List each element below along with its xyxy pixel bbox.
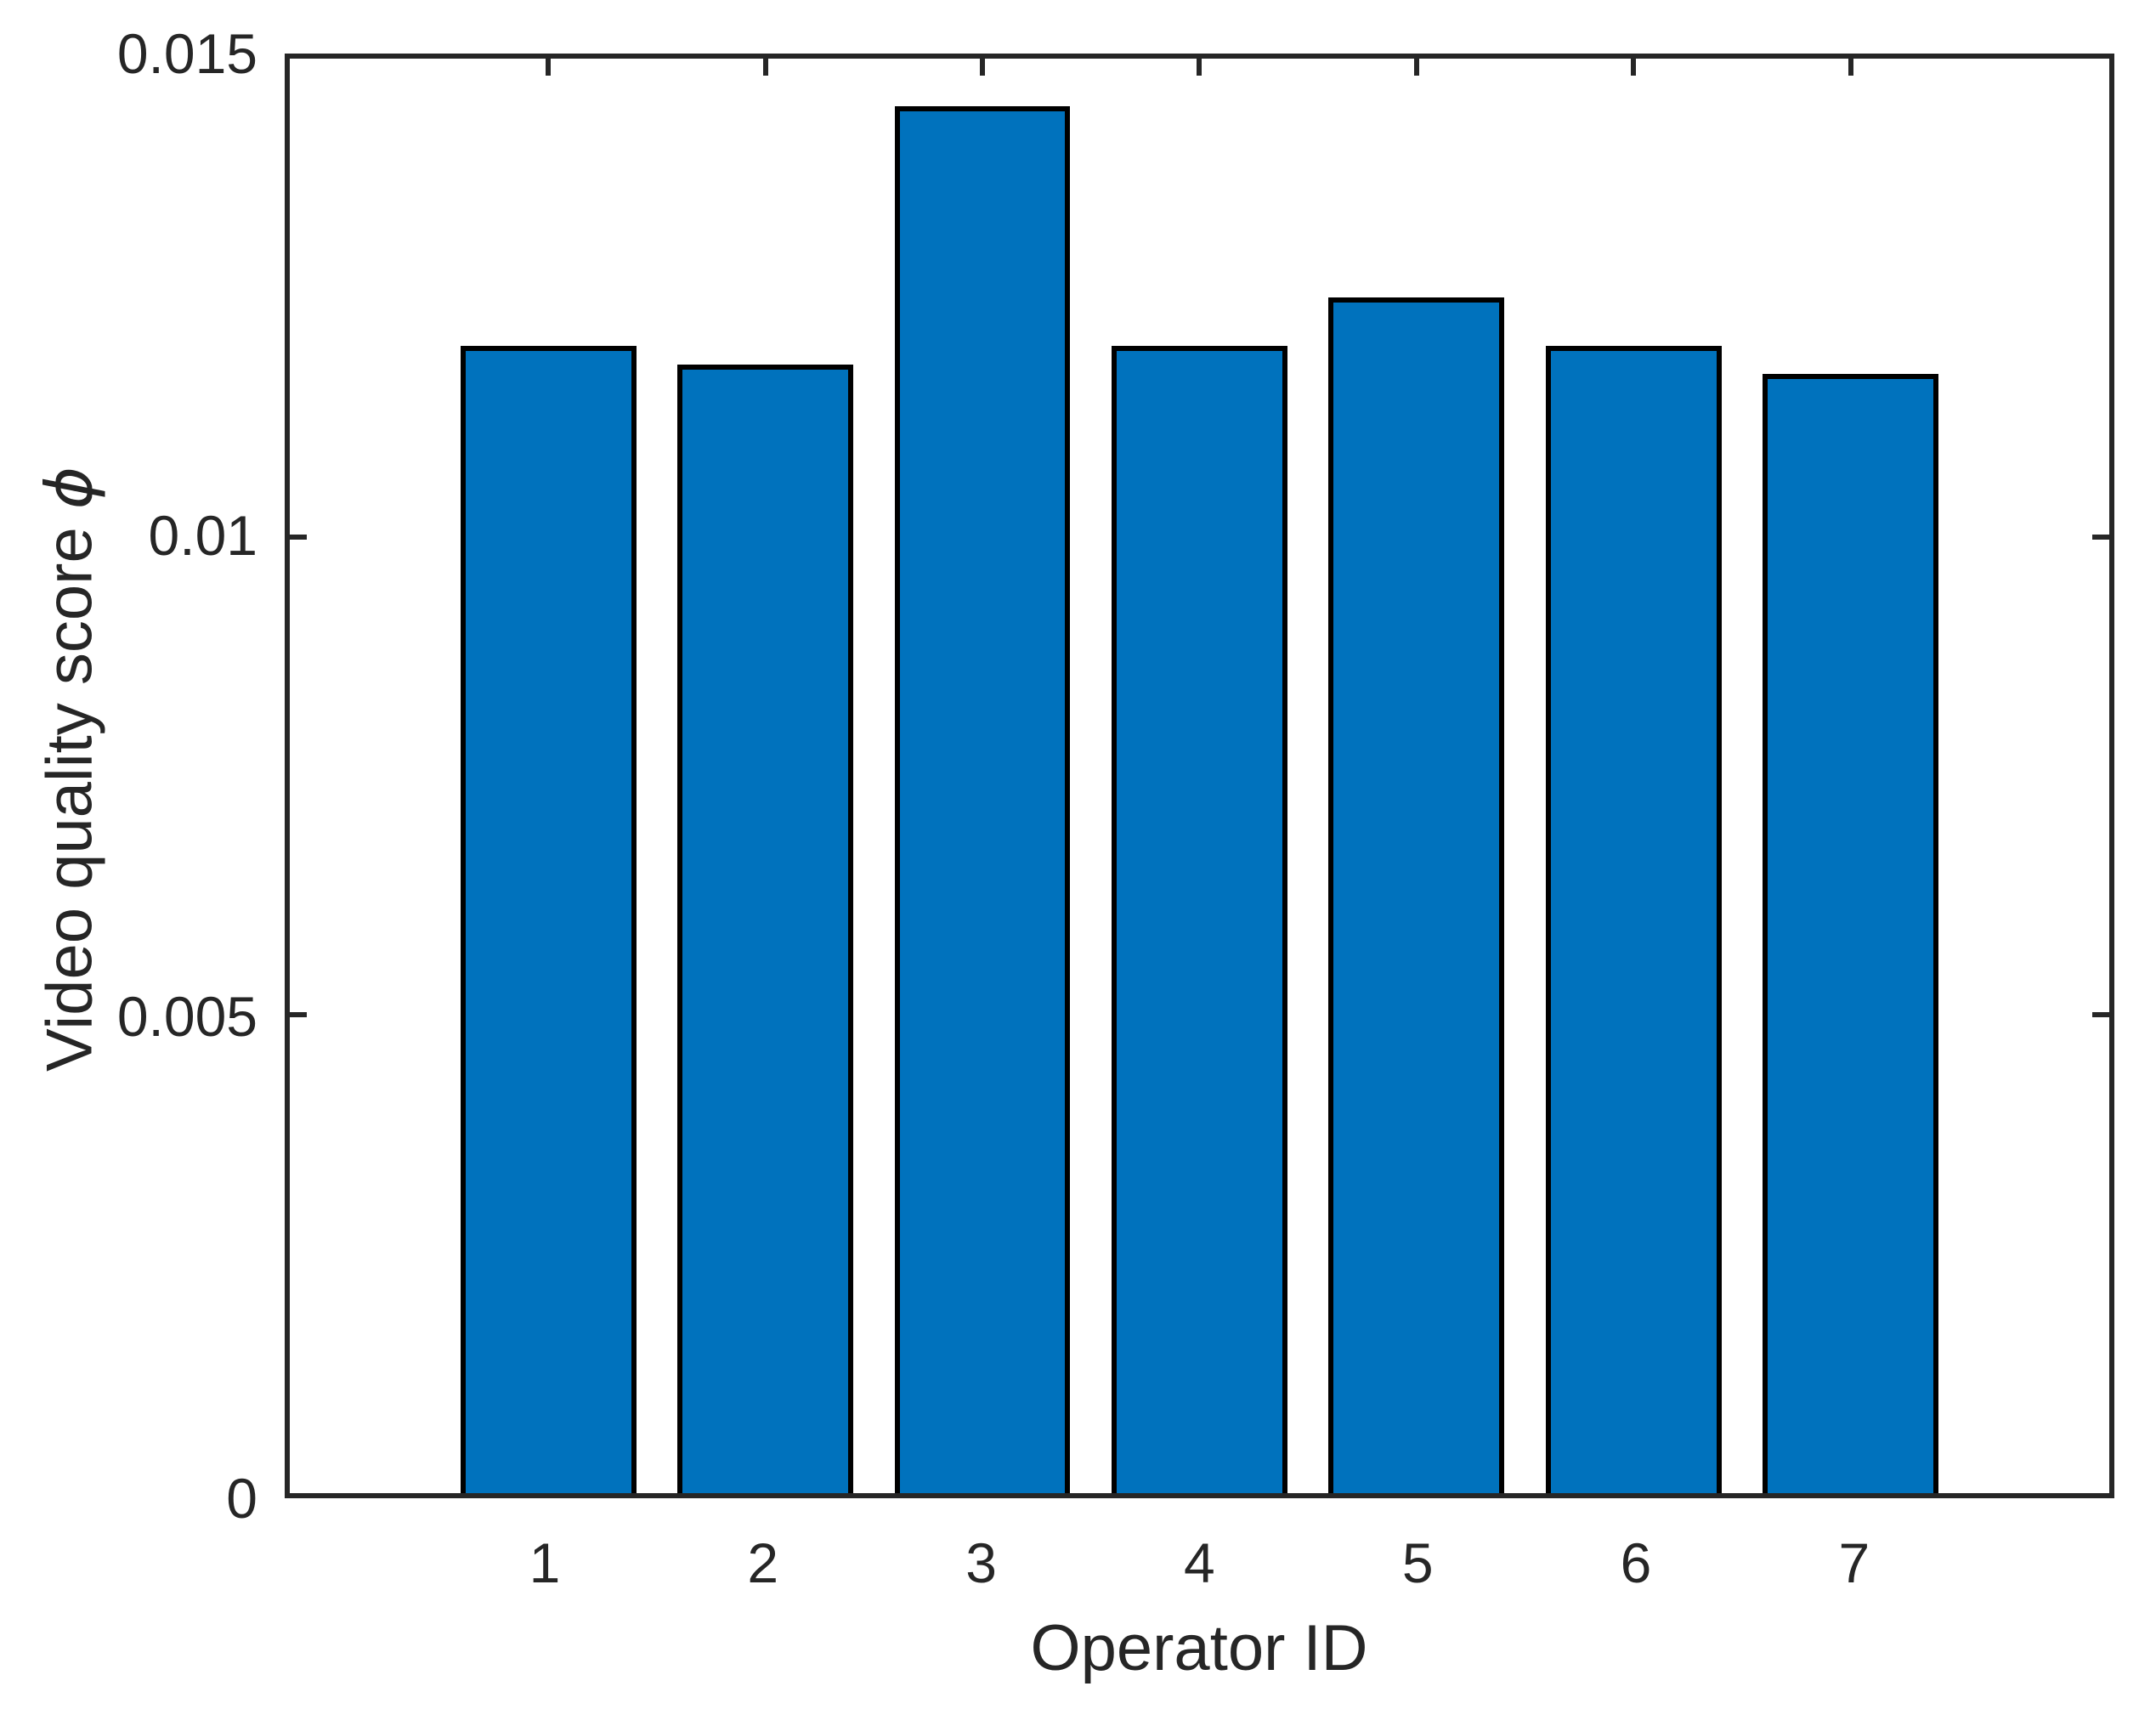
x-tick-top-5 <box>1413 59 1419 76</box>
bar-operator-5 <box>1328 297 1505 1493</box>
y-axis-title-text: Video quality score <box>33 509 106 1072</box>
y-tick-label-0.005: 0.005 <box>116 985 257 1049</box>
bar-operator-7 <box>1763 374 1938 1493</box>
x-tick-top-4 <box>1197 59 1202 76</box>
x-tick-top-1 <box>546 59 552 76</box>
y-axis-title: Video quality score ϕ <box>31 467 107 1072</box>
y-axis-tick-labels: 0 0.005 0.01 0.015 <box>0 25 257 1526</box>
y-tick-label-0.01: 0.01 <box>148 503 257 567</box>
bar-operator-4 <box>1111 345 1287 1493</box>
y-right-tick-0.005 <box>2092 1012 2109 1018</box>
x-axis-title: Operator ID <box>1030 1612 1368 1684</box>
x-tick-label-1: 1 <box>529 1531 561 1594</box>
y-left-tick-0.01 <box>290 534 307 540</box>
x-tick-label-4: 4 <box>1184 1531 1215 1594</box>
x-tick-top-2 <box>762 59 768 76</box>
x-tick-label-5: 5 <box>1401 1531 1434 1594</box>
x-tick-label-7: 7 <box>1838 1531 1870 1594</box>
x-tick-label-6: 6 <box>1620 1531 1652 1594</box>
phi-symbol: ϕ <box>31 466 107 510</box>
bar-operator-6 <box>1545 345 1722 1493</box>
bar-operator-1 <box>460 345 637 1493</box>
y-right-tick-0.01 <box>2092 534 2109 540</box>
bar-operator-3 <box>894 106 1071 1493</box>
bar-operator-2 <box>677 365 854 1493</box>
y-tick-label-0.015: 0.015 <box>116 22 257 85</box>
x-tick-top-6 <box>1631 59 1637 76</box>
y-tick-label-0: 0 <box>226 1467 257 1530</box>
x-tick-label-3: 3 <box>965 1531 997 1594</box>
plot-area <box>285 54 2114 1498</box>
x-tick-top-3 <box>979 59 985 76</box>
x-tick-top-7 <box>1848 59 1853 76</box>
x-tick-label-2: 2 <box>747 1531 779 1594</box>
y-left-tick-0.005 <box>290 1012 307 1018</box>
